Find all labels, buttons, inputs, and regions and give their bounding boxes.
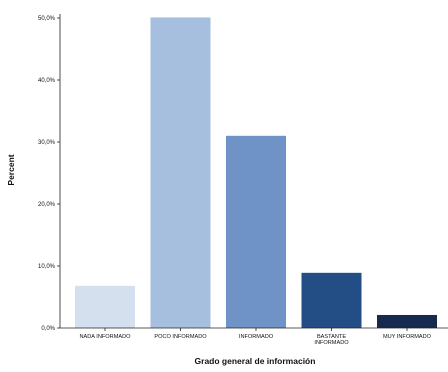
- x-tick-label: INFORMADO: [239, 334, 274, 340]
- bars: [75, 17, 437, 328]
- x-tick-label: MUY INFORMADO: [383, 334, 432, 340]
- y-tick-label: 50,0%: [38, 16, 56, 22]
- x-axis: NADA INFORMADO POCO INFORMADO INFORMADO BAS…: [60, 327, 448, 346]
- y-tick-label: 40,0%: [38, 78, 56, 84]
- x-tick-label: NADA INFORMADO: [80, 334, 132, 340]
- x-tick-label: POCO INFORMADO: [154, 334, 207, 340]
- y-tick-label: 30,0%: [38, 140, 56, 146]
- y-tick-label: 0,0%: [41, 326, 55, 332]
- bar: [75, 285, 135, 328]
- x-axis-title: Grado general de información: [195, 356, 316, 366]
- bar: [226, 135, 286, 328]
- y-tick-label: 10,0%: [38, 264, 56, 270]
- y-tick-label: 20,0%: [38, 202, 56, 208]
- y-axis: 0,0% 10,0% 20,0% 30,0% 40,0% 50,0%: [38, 14, 61, 332]
- bar: [377, 314, 437, 328]
- y-axis-title: Percent: [6, 154, 16, 185]
- x-tick-label: INFORMADO: [314, 340, 349, 346]
- bar: [150, 17, 211, 328]
- x-tick-label: BASTANTE: [317, 334, 346, 340]
- bar: [301, 272, 362, 328]
